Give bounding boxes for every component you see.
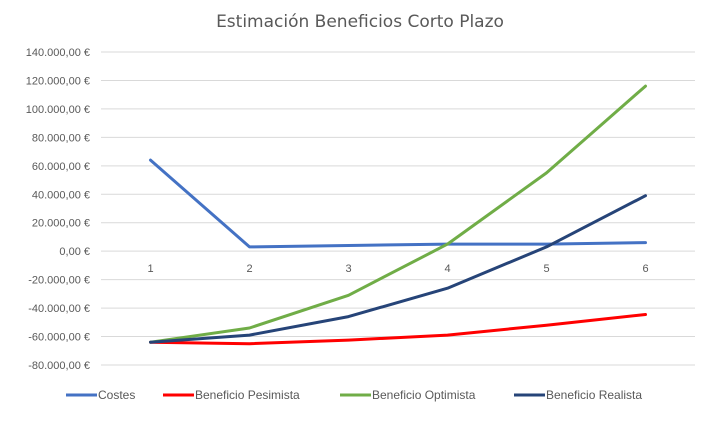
y-tick-label: 20.000,00 € — [32, 218, 90, 230]
y-tick-label: 120.000,00 € — [26, 75, 90, 87]
series-line-beneficio-realista — [149, 194, 647, 344]
y-tick-label: 140.000,00 € — [26, 47, 90, 59]
y-tick-label: 0,00 € — [59, 246, 90, 258]
x-axis-tick-labels: 1 2 3 4 5 6 — [147, 263, 648, 275]
legend-label-beneficio-optimista: Beneficio Optimista — [372, 388, 476, 402]
series-line-costes — [149, 158, 647, 249]
legend-label-costes: Costes — [98, 388, 135, 402]
series-line-beneficio-pesimista — [149, 313, 647, 346]
y-tick-label: 100.000,00 € — [26, 104, 90, 116]
legend-label-beneficio-realista: Beneficio Realista — [546, 388, 642, 402]
x-tick-label: 3 — [345, 263, 351, 275]
x-tick-label: 4 — [444, 263, 450, 275]
x-tick-label: 1 — [147, 263, 153, 275]
y-axis-tick-labels: 140.000,00 € 120.000,00 € 100.000,00 € 80.0… — [26, 47, 90, 372]
series-line-beneficio-optimista — [149, 84, 647, 344]
x-tick-label: 6 — [642, 263, 648, 275]
series-lines — [149, 84, 647, 346]
y-tick-label: -20.000,00 € — [28, 275, 90, 287]
x-tick-label: 2 — [246, 263, 252, 275]
y-tick-label: -60.000,00 € — [28, 332, 90, 344]
y-tick-label: -80.000,00 € — [28, 360, 90, 372]
y-tick-label: 80.000,00 € — [32, 132, 90, 144]
y-tick-label: 40.000,00 € — [32, 189, 90, 201]
chart-title: Estimación Beneficios Corto Plazo — [216, 12, 504, 32]
y-tick-label: -40.000,00 € — [28, 303, 90, 315]
x-tick-label: 5 — [543, 263, 549, 275]
legend-label-beneficio-pesimista: Beneficio Pesimista — [195, 388, 300, 402]
y-tick-label: 60.000,00 € — [32, 161, 90, 173]
legend: Costes Beneficio Pesimista Beneficio Optim… — [66, 388, 642, 402]
